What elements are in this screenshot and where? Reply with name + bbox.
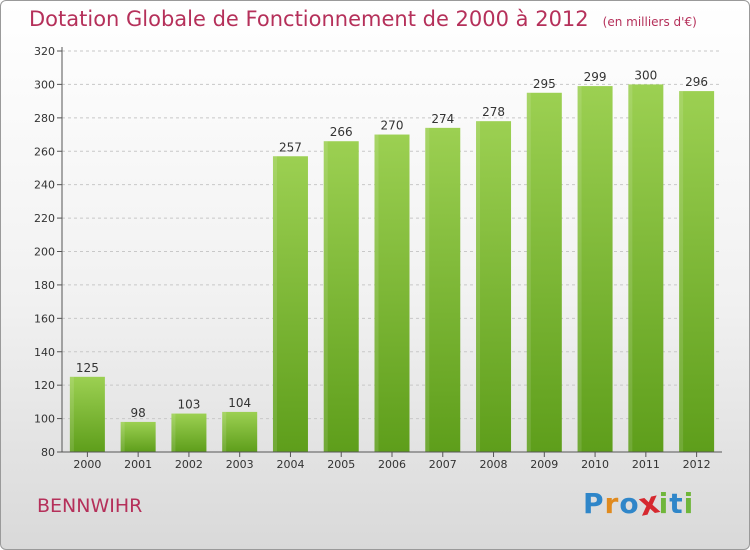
bars xyxy=(69,84,715,453)
y-tick-label: 240 xyxy=(34,179,55,192)
y-tick-label: 100 xyxy=(34,413,55,426)
bar-highlight xyxy=(374,134,379,452)
bar-2004 xyxy=(272,156,308,452)
y-tick-label: 260 xyxy=(34,145,55,158)
proxiti-logo: Proxiti xyxy=(583,484,695,524)
bar-2003 xyxy=(222,411,258,452)
x-tick-label: 2004 xyxy=(276,458,304,471)
bar-2005 xyxy=(323,141,359,452)
x-tick-label: 2008 xyxy=(480,458,508,471)
data-label: 103 xyxy=(177,398,200,412)
logo-letter: i xyxy=(658,487,670,520)
bar-2007 xyxy=(425,127,461,452)
chart-title-text: Dotation Globale de Fonctionnement de 20… xyxy=(29,7,589,31)
bar-highlight xyxy=(526,92,531,452)
logo-letter: i xyxy=(683,487,695,520)
axes: 80 100 120 140 160 180 200 220 240 260 280 300 320 20… xyxy=(34,45,722,471)
y-tick-label: 280 xyxy=(34,112,55,125)
y-tick-label: 140 xyxy=(34,346,55,359)
data-label: 295 xyxy=(533,77,556,91)
bar-2001 xyxy=(120,421,156,452)
bar-2008 xyxy=(476,121,512,453)
data-label: 270 xyxy=(381,119,404,133)
logo-letter: o xyxy=(619,487,640,520)
x-tick-label: 2006 xyxy=(378,458,406,471)
data-label: 296 xyxy=(685,75,708,89)
x-tick-label: 2003 xyxy=(226,458,254,471)
y-tick-label: 160 xyxy=(34,312,55,325)
data-label: 299 xyxy=(584,70,607,84)
x-tick-label: 2000 xyxy=(73,458,101,471)
bar-highlight xyxy=(628,84,633,453)
x-tick-label: 2001 xyxy=(124,458,152,471)
x-tick-label: 2002 xyxy=(175,458,203,471)
data-label: 300 xyxy=(634,68,657,82)
data-label: 98 xyxy=(131,406,146,420)
data-label: 104 xyxy=(228,396,251,410)
chart-title: Dotation Globale de Fonctionnement de 20… xyxy=(29,7,697,31)
data-label: 266 xyxy=(330,125,353,139)
y-tick-label: 300 xyxy=(34,78,55,91)
y-tick-label: 80 xyxy=(41,446,55,459)
x-tick-label: 2012 xyxy=(683,458,711,471)
bar-highlight xyxy=(272,156,277,452)
data-label: 274 xyxy=(431,112,454,126)
y-tick-label: 180 xyxy=(34,279,55,292)
logo-letter: t xyxy=(669,487,684,520)
y-tick-label: 220 xyxy=(34,212,55,225)
bar-highlight xyxy=(222,411,227,452)
x-tick-label: 2009 xyxy=(530,458,558,471)
commune-name: BENNWIHR xyxy=(37,495,143,517)
bar-2009 xyxy=(526,92,562,452)
y-tick-label: 320 xyxy=(34,45,55,58)
y-tick-label: 200 xyxy=(34,246,55,259)
y-tick-label: 120 xyxy=(34,379,55,392)
bar-2002 xyxy=(171,413,207,452)
data-labels: 125 98 103 104 257 266 270 274 278 295 299 300 296 xyxy=(76,68,708,420)
chart-subtitle: (en milliers d'€) xyxy=(602,15,697,29)
bar-2011 xyxy=(628,84,664,453)
bar-highlight xyxy=(425,127,430,452)
data-label: 278 xyxy=(482,105,505,119)
bar-highlight xyxy=(323,141,328,452)
logo-letter: P xyxy=(583,487,605,520)
x-tick-label: 2011 xyxy=(632,458,660,471)
bar-highlight xyxy=(120,421,125,452)
bar-2000 xyxy=(69,376,105,452)
data-label: 257 xyxy=(279,140,302,154)
x-tick-label: 2007 xyxy=(429,458,457,471)
bar-highlight xyxy=(476,121,481,453)
bar-highlight xyxy=(69,376,74,452)
bar-2010 xyxy=(577,86,613,453)
bar-highlight xyxy=(171,413,176,452)
bar-2006 xyxy=(374,134,410,452)
x-tick-label: 2010 xyxy=(581,458,609,471)
bar-highlight xyxy=(577,86,582,453)
bar-highlight xyxy=(679,91,684,452)
x-tick-label: 2005 xyxy=(327,458,355,471)
data-label: 125 xyxy=(76,361,99,375)
logo-letter: r xyxy=(604,487,620,520)
bar-2012 xyxy=(679,91,715,452)
